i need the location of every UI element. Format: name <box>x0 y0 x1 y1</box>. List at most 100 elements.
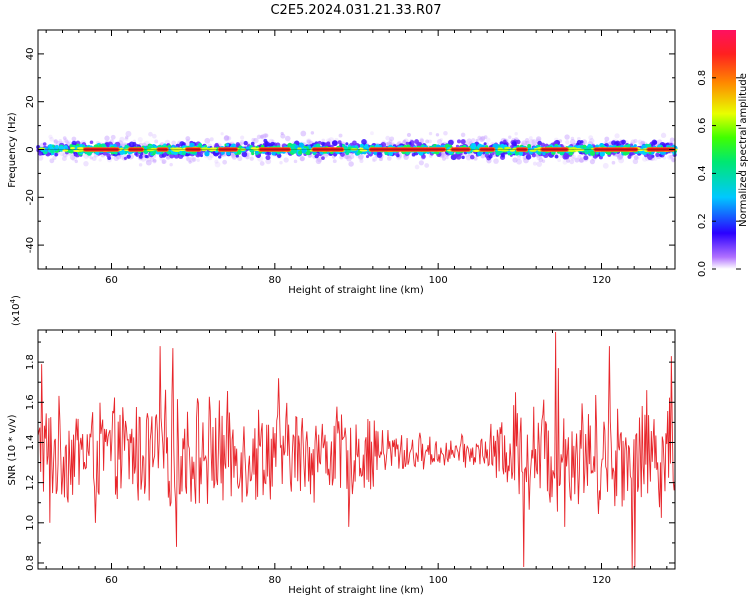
spectrogram-noise-dot <box>152 159 157 164</box>
spectrogram-noise-dot <box>669 154 674 159</box>
spectrogram-core-dot <box>50 149 55 154</box>
spectrogram-y-tick-label: -20 <box>25 189 36 205</box>
spectrogram-highlight <box>77 147 85 150</box>
spectrogram-band-dot <box>516 139 521 145</box>
spectrogram-noise-dot <box>306 139 311 144</box>
spectrogram-noise-dot <box>71 155 78 162</box>
spectrogram-noise-dot <box>440 152 446 158</box>
spectrogram-noise-dot <box>110 134 116 140</box>
spectrogram-noise-dot <box>480 135 486 141</box>
spectrogram-noise-dot <box>346 155 352 162</box>
spectrogram-band-dot <box>405 141 409 145</box>
spectrogram-noise-dot <box>185 138 190 143</box>
spectrogram-noise-dot <box>528 136 533 140</box>
spectrogram-noise-dot <box>569 139 576 145</box>
spectrogram-noise-dot <box>119 155 125 160</box>
spectrogram-x-tick-label: 60 <box>105 275 118 286</box>
spectrogram-noise-dot <box>562 159 568 165</box>
spectrogram-noise-dot <box>315 158 322 165</box>
spectrogram-noise-dot <box>344 153 351 160</box>
spectrogram-band-dot <box>540 142 546 148</box>
spectrogram-noise-dot <box>445 155 449 160</box>
spectrogram-noise-dot <box>37 155 44 161</box>
spectrogram-noise-dot <box>389 136 395 142</box>
spectrogram-noise-dot <box>565 140 570 145</box>
spectrogram-noise-dot <box>256 134 262 140</box>
spectrogram-noise-dot <box>660 132 667 139</box>
spectrogram-noise-dot <box>321 138 326 143</box>
spectrogram-noise-dot <box>578 158 584 163</box>
spectrogram-noise-dot <box>293 159 298 164</box>
spectrogram-noise-dot <box>388 139 393 143</box>
spectrogram-axes: 60 80 100 120 40 20 0 -20 -40 <box>25 29 675 286</box>
spectrogram-noise-dot <box>260 133 266 140</box>
spectrogram-core-dot <box>384 151 389 156</box>
spectrogram-noise-dot <box>237 156 243 162</box>
spectrogram-noise-dot <box>419 138 425 143</box>
spectrogram-noise-dot <box>439 138 443 142</box>
spectrogram-highlight <box>78 149 83 152</box>
spectrogram-noise-dot <box>152 133 157 139</box>
spectrogram-noise-dot <box>259 161 265 166</box>
figure-title: C2E5.2024.031.21.33.R07 <box>270 3 441 18</box>
spectrogram-noise-dot <box>475 138 479 143</box>
spectrogram-noise-dot <box>253 137 257 142</box>
spectrogram-noise-dot <box>113 155 119 162</box>
spectrogram-band-dot <box>250 141 255 146</box>
spectrogram-marks <box>36 130 678 170</box>
snr-y-tick-label: 1.2 <box>25 475 36 491</box>
spectrogram-noise-dot <box>419 137 424 142</box>
spectrogram-noise-dot <box>406 132 412 138</box>
spectrogram-noise-dot <box>588 135 594 141</box>
spectrogram-noise-dot <box>441 156 447 161</box>
spectrogram-noise-dot <box>185 156 190 161</box>
spectrogram-band-dot <box>469 154 475 160</box>
spectrogram-highlight <box>210 147 217 150</box>
snr-x-tick-label: 120 <box>592 575 611 586</box>
spectrogram-noise-dot <box>165 155 170 160</box>
spectrogram-noise-dot <box>372 158 376 163</box>
spectrogram-noise-dot <box>436 139 443 145</box>
spectrogram-core-dot <box>364 144 369 149</box>
spectrogram-noise-dot <box>49 158 55 164</box>
spectrogram-noise-dot <box>618 157 625 164</box>
spectrogram-noise-dot <box>299 156 305 162</box>
spectrogram-noise-dot <box>435 133 440 137</box>
spectrogram-band-dot <box>484 153 490 158</box>
spectrogram-noise-dot <box>284 135 291 142</box>
spectrogram-noise-dot <box>214 161 221 168</box>
spectrogram-noise-dot <box>378 157 383 162</box>
spectrogram-noise-dot <box>223 135 230 141</box>
spectrogram-noise-dot <box>534 142 539 146</box>
spectrogram-noise-dot <box>428 139 432 144</box>
spectrogram-highlight <box>503 146 512 150</box>
spectrogram-noise-dot <box>471 138 476 143</box>
spectrogram-noise-dot <box>493 158 499 164</box>
spectrogram-noise-dot <box>483 135 488 139</box>
spectrogram-core-dot <box>388 150 394 156</box>
spectrogram-noise-dot <box>185 136 191 142</box>
spectrogram-noise-dot <box>386 156 392 161</box>
spectrogram-noise-dot <box>477 135 482 140</box>
spectrogram-noise-dot <box>653 156 658 161</box>
spectrogram-highlight <box>70 146 76 150</box>
spectrogram-noise-dot <box>536 156 541 161</box>
spectrogram-core-dot <box>204 151 210 157</box>
spectrogram-band-dot <box>267 151 272 156</box>
spectrogram-noise-dot <box>338 133 343 138</box>
spectrogram-noise-dot <box>358 155 364 161</box>
spectrogram-y-tick-label: -40 <box>25 237 36 253</box>
spectrogram-x-tick-label: 80 <box>268 275 281 286</box>
spectrogram-band-dot <box>132 142 137 146</box>
spectrogram-noise-dot <box>332 159 337 164</box>
spectrogram-noise-dot <box>479 136 485 143</box>
spectrogram-core-dot <box>298 150 303 155</box>
spectrogram-core-dot <box>405 151 410 155</box>
spectrogram-noise-dot <box>535 136 542 142</box>
spectrogram-band-dot <box>123 156 127 160</box>
spectrogram-noise-dot <box>632 158 639 165</box>
spectrogram-core-dot <box>167 144 172 148</box>
spectrogram-noise-dot <box>541 159 546 163</box>
spectrogram-noise-dot <box>343 154 349 160</box>
